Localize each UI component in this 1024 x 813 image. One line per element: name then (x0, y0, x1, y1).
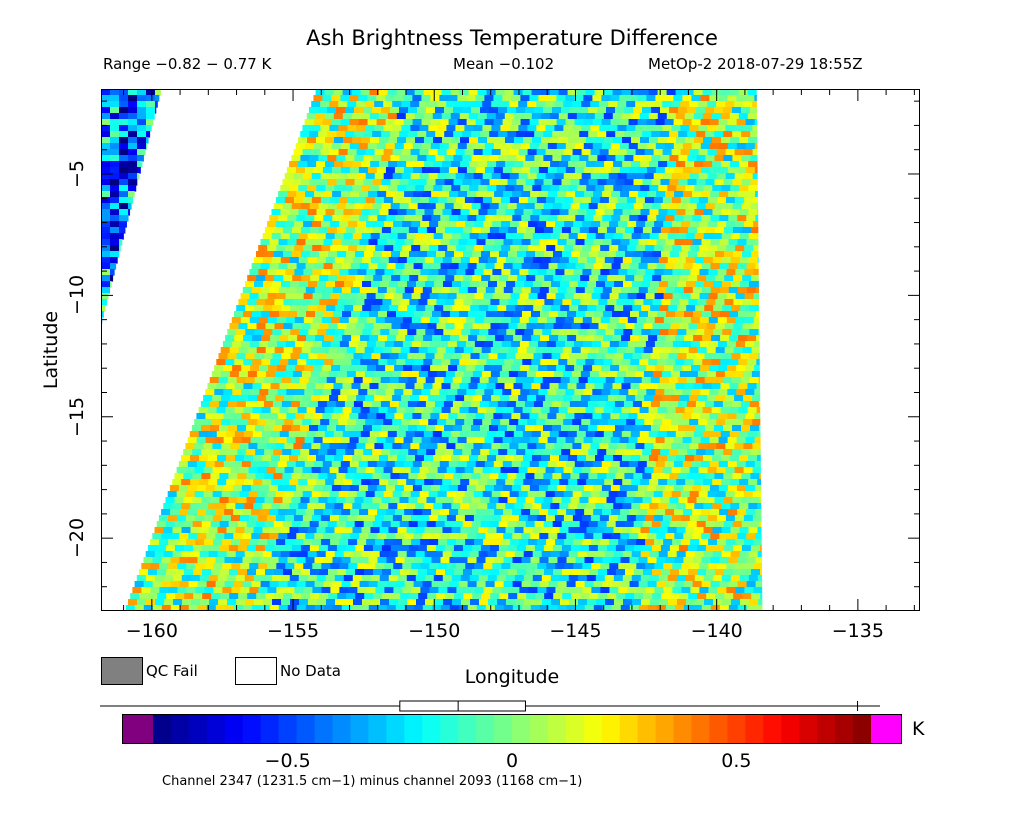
colorbar-segment (386, 714, 405, 744)
colorbar-segment (188, 714, 208, 744)
colorbar-segment (242, 714, 262, 744)
swath-main (125, 89, 763, 611)
colorbar-segment (332, 714, 351, 744)
x-tick-label: −160 (125, 620, 178, 642)
x-tick-label: −145 (549, 620, 602, 642)
colorbar-segment (745, 714, 764, 744)
colorbar-unit: K (912, 718, 925, 740)
colorbar-segment (547, 714, 567, 744)
range-label: Range −0.82 − 0.77 K (103, 55, 272, 73)
x-tick-label: −155 (266, 620, 320, 642)
chart-title: Ash Brightness Temperature Difference (306, 26, 718, 50)
footnote: Channel 2347 (1231.5 cm−1) minus channel… (162, 774, 583, 789)
x-tick-label: −135 (831, 620, 884, 642)
colorbar-segment (440, 714, 459, 744)
colorbar-segment (458, 714, 477, 744)
colorbar-segment (673, 714, 692, 744)
colorbar-segment (583, 714, 603, 744)
y-tick-label: −5 (66, 159, 88, 188)
colorbar-segment (206, 714, 226, 744)
x-tick-label: −140 (690, 620, 743, 642)
y-axis-label: Latitude (40, 310, 62, 390)
colorbar-segment (494, 714, 513, 744)
colorbar-segment (314, 714, 333, 744)
colorbar-segment (835, 714, 854, 744)
colorbar-boxplot (100, 700, 880, 712)
y-tick-label: −10 (66, 275, 88, 316)
colorbar-over-swatch (871, 714, 902, 744)
colorbar-segment (422, 714, 441, 744)
colorbar-segment (170, 714, 190, 744)
colorbar-segment (655, 714, 675, 744)
heatmap-plot (101, 89, 920, 611)
colorbar-segment (260, 714, 280, 744)
colorbar-segment (763, 714, 782, 744)
boxplot-box (399, 700, 526, 712)
colorbar-segment (853, 714, 872, 744)
colorbar-segment (601, 714, 621, 744)
no-data-swatch (235, 657, 277, 685)
colorbar-segment (512, 714, 531, 744)
colorbar (122, 714, 902, 744)
colorbar-segment (278, 714, 298, 744)
colorbar-segment (153, 714, 172, 744)
y-tick-label: −15 (66, 396, 88, 437)
no-data-label: No Data (280, 662, 341, 680)
colorbar-segment (799, 714, 818, 744)
x-tick-label: −150 (408, 620, 461, 642)
colorbar-segment (619, 714, 639, 744)
colorbar-segment (404, 714, 423, 744)
colorbar-segment (709, 714, 728, 744)
qc-fail-label: QC Fail (146, 662, 198, 680)
colorbar-tick-label: −0.5 (264, 750, 311, 772)
qc-fail-swatch (101, 657, 143, 685)
colorbar-segment (691, 714, 710, 744)
colorbar-segment (224, 714, 244, 744)
colorbar-segment (368, 714, 387, 744)
mean-label: Mean −0.102 (453, 55, 555, 73)
colorbar-border (122, 714, 902, 744)
colorbar-segment (476, 714, 495, 744)
colorbar-segment (727, 714, 746, 744)
colorbar-segment (350, 714, 369, 744)
y-tick-label: −20 (66, 518, 88, 559)
colorbar-tick-label: 0.5 (721, 750, 752, 772)
colorbar-under-swatch (122, 714, 153, 744)
colorbar-segment (565, 714, 585, 744)
colorbar-segment (781, 714, 800, 744)
plot-frame (101, 89, 920, 611)
colorbar-segment (296, 714, 316, 744)
colorbar-tick-label: 0 (505, 750, 519, 772)
colorbar-segment (529, 714, 549, 744)
swath-left-edge (101, 89, 161, 324)
colorbar-segment (817, 714, 836, 744)
colorbar-segment (637, 714, 657, 744)
x-axis-label: Longitude (464, 666, 560, 688)
satellite-time-label: MetOp-2 2018-07-29 18:55Z (648, 55, 863, 73)
